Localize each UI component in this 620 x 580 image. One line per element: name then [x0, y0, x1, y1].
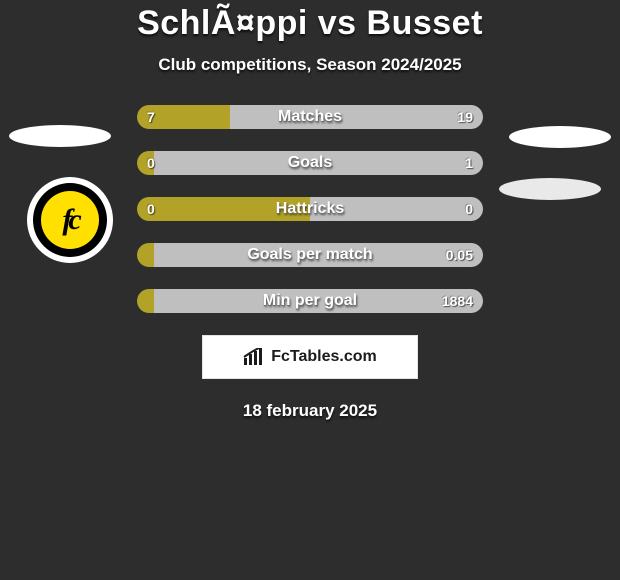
- stat-row: 1884 Min per goal: [137, 289, 483, 313]
- date-text: 18 february 2025: [243, 401, 377, 421]
- stat-label: Min per goal: [263, 292, 357, 310]
- stat-label: Goals per match: [247, 246, 372, 264]
- stat-label: Goals: [288, 154, 332, 172]
- left-team-oval: [9, 125, 111, 147]
- stat-value-right: 1: [465, 155, 473, 171]
- stat-row: 0 0 Hattricks: [137, 197, 483, 221]
- stat-bar-left: [137, 289, 154, 313]
- stat-value-left: 7: [147, 109, 155, 125]
- left-team-logo: fc: [27, 177, 113, 263]
- stat-label: Hattricks: [276, 200, 344, 218]
- right-team-oval: [509, 126, 611, 148]
- stat-value-left: 0: [147, 201, 155, 217]
- fctables-logo-text: FcTables.com: [271, 348, 377, 366]
- right-team-oval-2: [499, 178, 601, 200]
- stat-value-left: 0: [147, 155, 155, 171]
- stat-value-right: 0: [465, 201, 473, 217]
- stat-row: 0.05 Goals per match: [137, 243, 483, 267]
- stats-container: 7 19 Matches 0 1 Goals 0 0 Hattricks 0.05 Goals pe…: [137, 105, 483, 313]
- fctables-logo-card: FcTables.com: [202, 335, 418, 379]
- page-subtitle: Club competitions, Season 2024/2025: [158, 55, 461, 75]
- stat-value-right: 19: [457, 109, 473, 125]
- stat-value-right: 0.05: [446, 247, 473, 263]
- bar-chart-icon: [243, 348, 265, 366]
- club-logo-icon: fc: [27, 177, 113, 263]
- stat-row: 0 1 Goals: [137, 151, 483, 175]
- stat-value-right: 1884: [442, 293, 473, 309]
- stat-bar-left: [137, 243, 154, 267]
- stat-bar-right: [230, 105, 483, 129]
- page-title: SchlÃ¤ppi vs Busset: [137, 4, 483, 43]
- stat-row: 7 19 Matches: [137, 105, 483, 129]
- stat-label: Matches: [278, 108, 342, 126]
